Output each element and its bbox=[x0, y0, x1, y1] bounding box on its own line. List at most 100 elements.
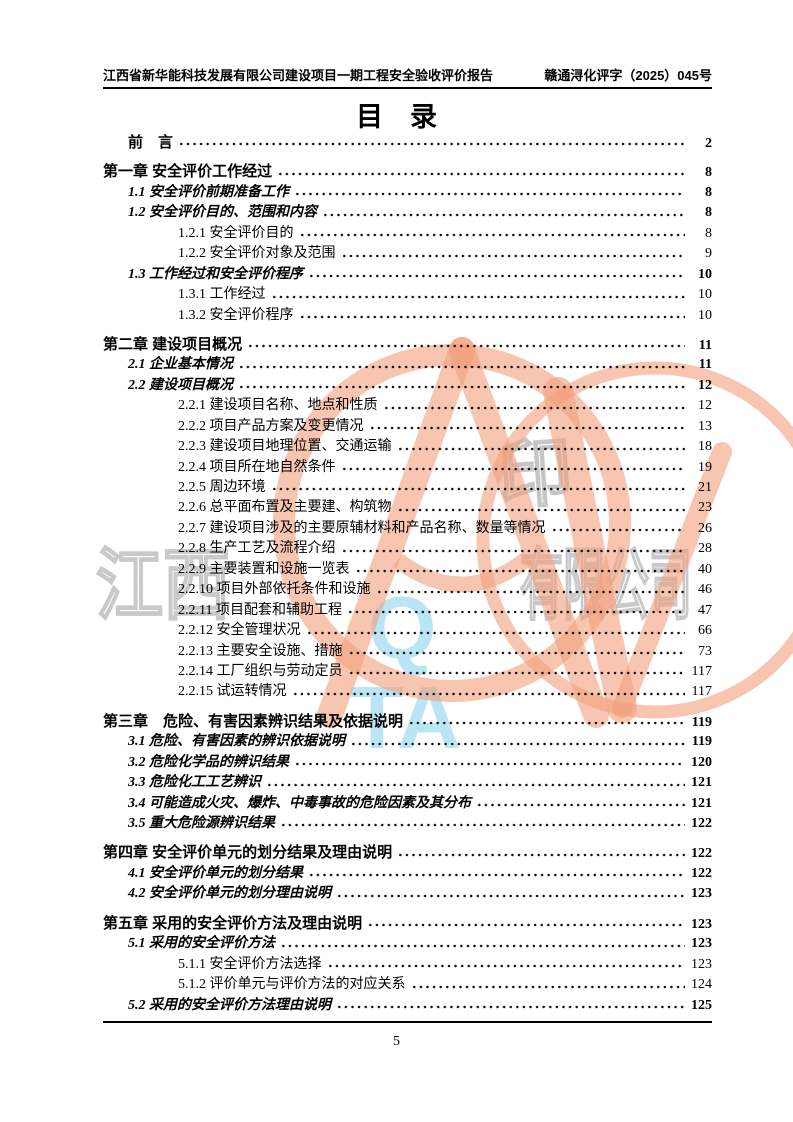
toc-dot-leader bbox=[375, 578, 685, 599]
toc-dot-leader bbox=[408, 709, 685, 731]
toc-entry[interactable]: 第三章 危险、有害因素辨识结果及依据说明 119 bbox=[103, 709, 712, 731]
toc-entry-label: 2.2.7 建设项目涉及的主要原辅材料和产品名称、数量等情况 bbox=[178, 520, 546, 536]
toc-dot-leader bbox=[270, 476, 685, 497]
toc-entry[interactable]: 1.2.1 安全评价目的 8 bbox=[103, 221, 712, 243]
toc-entry[interactable]: 2.1 企业基本情况 11 bbox=[103, 353, 712, 374]
toc-dot-leader bbox=[367, 911, 685, 933]
toc-entry[interactable]: 5.2 采用的安全评价方法理由说明 125 bbox=[103, 993, 712, 1014]
toc-entry[interactable]: 2.2.13 主要安全设施、措施 73 bbox=[103, 639, 712, 660]
toc-entry-page: 12 bbox=[698, 398, 712, 414]
toc-entry-label: 2.2.13 主要安全设施、措施 bbox=[178, 643, 343, 659]
toc-entry-page: 12 bbox=[698, 377, 712, 393]
toc-entry[interactable]: 第五章 采用的安全评价方法及理由说明 123 bbox=[103, 911, 712, 933]
toc-entry-page: 8 bbox=[705, 225, 712, 241]
toc-entry-label: 4.2 安全评价单元的划分理由说明 bbox=[128, 886, 331, 902]
toc-entry[interactable]: 第二章 建设项目概况 11 bbox=[103, 332, 712, 354]
toc-entry-page: 123 bbox=[691, 886, 712, 902]
toc-entry-page: 123 bbox=[691, 916, 712, 932]
page-header: 江西省新华能科技发展有限公司建设项目一期工程安全验收评价报告 赣通浔化评字（20… bbox=[103, 67, 712, 84]
toc-entry-page: 11 bbox=[698, 357, 712, 373]
toc-entry-page: 8 bbox=[705, 165, 712, 181]
toc-entry-label: 1.3.1 工作经过 bbox=[178, 287, 266, 303]
toc-entry-label: 2.2.3 建设项目地理位置、交通运输 bbox=[178, 439, 392, 455]
header-rule bbox=[103, 87, 712, 89]
toc-entry[interactable]: 2.2.14 工厂组织与劳动定员 117 bbox=[103, 659, 712, 681]
watermark-text-left: 江西 bbox=[96, 541, 230, 629]
toc-entry-page: 119 bbox=[691, 714, 712, 730]
toc-entry-label: 第三章 危险、有害因素辨识结果及依据说明 bbox=[103, 712, 404, 730]
toc-entry[interactable]: 第四章 安全评价单元的划分结果及理由说明 122 bbox=[103, 841, 712, 862]
toc-entry[interactable]: 5.1.2 评价单元与评价方法的对应关系 124 bbox=[103, 973, 712, 994]
toc-entry[interactable]: 2.2.15 试运转情况 117 bbox=[103, 680, 712, 701]
toc-entry-label: 5.1.2 评价单元与评价方法的对应关系 bbox=[178, 977, 406, 993]
toc-entry-page: 10 bbox=[698, 266, 712, 282]
toc-entry[interactable]: 2.2.2 项目产品方案及变更情况 13 bbox=[103, 414, 712, 436]
toc-entry-page: 124 bbox=[691, 977, 712, 993]
toc-entry[interactable]: 2.2.8 生产工艺及流程介绍 28 bbox=[103, 537, 712, 558]
toc-dot-leader bbox=[308, 861, 685, 883]
toc-entry[interactable]: 2.2.11 项目配套和辅助工程 47 bbox=[103, 598, 712, 620]
toc-entry[interactable]: 1.2.2 安全评价对象及范围 9 bbox=[103, 242, 712, 263]
toc-entry[interactable]: 2.2.9 主要装置和设施一览表 40 bbox=[103, 557, 712, 579]
toc-entry-page: 117 bbox=[691, 684, 712, 700]
toc-entry[interactable]: 2.2.1 建设项目名称、地点和性质 12 bbox=[103, 394, 712, 415]
toc-entry[interactable]: 2.2.3 建设项目地理位置、交通运输 18 bbox=[103, 435, 712, 456]
toc-dot-leader bbox=[280, 812, 685, 833]
toc-entry-page: 18 bbox=[698, 439, 712, 455]
toc-entry[interactable]: 3.3 危险化工工艺辨识 121 bbox=[103, 771, 712, 792]
toc-entry[interactable]: 1.2 安全评价目的、范围和内容 8 bbox=[103, 201, 712, 222]
toc-entry-label: 2.2.4 项目所在地自然条件 bbox=[178, 459, 336, 475]
toc-entry-label: 5.1.1 安全评价方法选择 bbox=[178, 956, 322, 972]
toc-entry-label: 2.2 建设项目概况 bbox=[128, 377, 233, 393]
toc-entry[interactable]: 3.4 可能造成火灾、爆炸、中毒事故的危险因素及其分布 121 bbox=[103, 791, 712, 812]
toc-entry-label: 1.3.2 安全评价程序 bbox=[178, 307, 294, 323]
toc-entry[interactable]: 3.5 重大危险源辨识结果 122 bbox=[103, 812, 712, 833]
toc-entry[interactable]: 2.2.5 周边环境 21 bbox=[103, 476, 712, 497]
toc-entry[interactable]: 3.2 危险化学品的辨识结果 120 bbox=[103, 750, 712, 772]
toc-dot-leader bbox=[238, 373, 685, 395]
toc-entry[interactable]: 2.2.10 项目外部依托条件和设施 46 bbox=[103, 578, 712, 599]
toc-entry-page: 8 bbox=[705, 205, 712, 221]
toc-dot-leader bbox=[368, 414, 685, 436]
toc-entry-label: 2.2.5 周边环境 bbox=[178, 480, 266, 495]
toc-entry[interactable]: 1.3 工作经过和安全评价程序 10 bbox=[103, 262, 712, 284]
toc-entry-label: 2.1 企业基本情况 bbox=[128, 357, 233, 373]
toc-entry-label: 2.2.11 项目配套和辅助工程 bbox=[178, 602, 342, 618]
toc-entry-label: 2.2.14 工厂组织与劳动定员 bbox=[178, 663, 343, 679]
toc-entry[interactable]: 1.3.2 安全评价程序 10 bbox=[103, 303, 712, 324]
toc-entry-page: 119 bbox=[691, 734, 712, 750]
toc-entry-label: 5.1 采用的安全评价方法 bbox=[128, 936, 275, 952]
toc-entry[interactable]: 2.2.7 建设项目涉及的主要原辅材料和产品名称、数量等情况 26 bbox=[103, 516, 712, 538]
toc-dot-leader bbox=[291, 680, 685, 701]
toc-entry-page: 9 bbox=[705, 246, 712, 262]
toc-entry-page: 19 bbox=[698, 459, 712, 475]
toc-entry[interactable]: 3.1 危险、有害因素的辨识依据说明 119 bbox=[103, 730, 712, 751]
toc-entry-label: 2.2.9 主要装置和设施一览表 bbox=[178, 561, 350, 577]
toc-entry-label: 第四章 安全评价单元的划分结果及理由说明 bbox=[103, 844, 393, 862]
toc-dot-leader bbox=[346, 598, 685, 620]
toc-entry-label: 1.3 工作经过和安全评价程序 bbox=[128, 266, 303, 282]
toc-entry-label: 2.2.15 试运转情况 bbox=[178, 684, 287, 700]
toc-entry[interactable]: 第一章 安全评价工作经过 8 bbox=[103, 160, 712, 181]
toc-entry[interactable]: 2.2 建设项目概况 12 bbox=[103, 373, 712, 395]
toc-entry[interactable]: 1.1 安全评价前期准备工作 8 bbox=[103, 180, 712, 202]
toc-entry[interactable]: 5.1 采用的安全评价方法 123 bbox=[103, 932, 712, 953]
toc-entry-page: 121 bbox=[691, 795, 712, 811]
toc-entry-label: 1.2.1 安全评价目的 bbox=[178, 225, 294, 241]
toc-entry[interactable]: 4.1 安全评价单元的划分结果 122 bbox=[103, 861, 712, 883]
toc-entry-page: 123 bbox=[691, 936, 712, 952]
toc-dot-leader bbox=[238, 353, 685, 374]
toc-entry[interactable]: 2.2.4 项目所在地自然条件 19 bbox=[103, 455, 712, 476]
toc-entry[interactable]: 5.1.1 安全评价方法选择 123 bbox=[103, 952, 712, 974]
toc-entry[interactable]: 2.2.12 安全管理状况 66 bbox=[103, 619, 712, 640]
toc-dot-leader bbox=[336, 882, 685, 903]
toc-entry[interactable]: 1.3.1 工作经过 10 bbox=[103, 283, 712, 304]
toc-entry[interactable]: 2.2.6 总平面布置及主要建、构筑物 23 bbox=[103, 496, 712, 517]
toc-entry-label: 2.2.6 总平面布置及主要建、构筑物 bbox=[178, 500, 392, 516]
toc-dot-leader bbox=[326, 952, 685, 974]
toc-entry[interactable]: 4.2 安全评价单元的划分理由说明 123 bbox=[103, 882, 712, 903]
toc-entry-label: 前 言 bbox=[128, 135, 174, 151]
toc-entry[interactable]: 前 言 2 bbox=[103, 131, 712, 152]
toc-entry-page: 73 bbox=[698, 643, 712, 659]
